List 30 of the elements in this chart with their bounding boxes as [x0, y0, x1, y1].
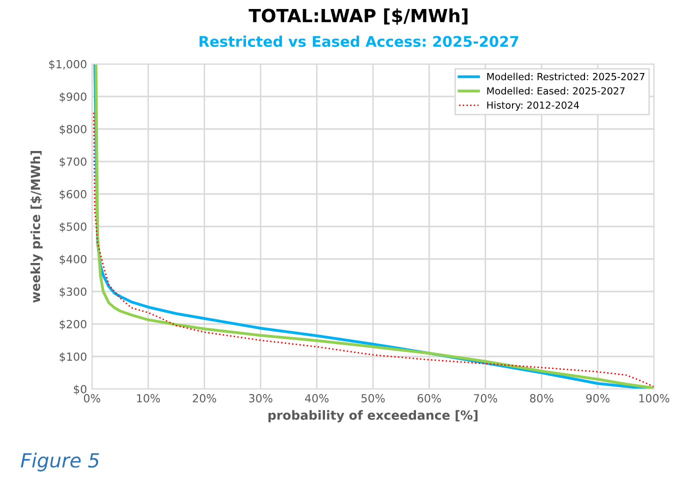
x-tick-label: 90%: [586, 394, 610, 402]
x-tick-label: 10%: [137, 394, 160, 402]
y-tick-label: $500: [60, 222, 86, 232]
x-axis-title: probability of exceedance [%]: [268, 410, 478, 422]
y-tick-label: $0: [74, 384, 86, 395]
x-tick-label: 70%: [474, 394, 498, 402]
caption: Figure 5: [20, 452, 99, 472]
y-tick-label: $800: [60, 124, 86, 135]
x-tick-label: 80%: [530, 394, 554, 402]
y-tick-label: $400: [60, 254, 86, 265]
x-tick-label: 50%: [362, 394, 385, 402]
x-tick-label: 60%: [418, 394, 441, 402]
chart-subtitle: Restricted vs Eased Access: 2025-2027: [200, 36, 518, 47]
y-tick-label: $600: [60, 190, 86, 200]
chart-title: TOTAL:LWAP [$/MWh]: [248, 8, 468, 25]
x-tick-label: 20%: [192, 394, 216, 402]
y-tick-label: $300: [60, 287, 86, 298]
y-tick-label: $100: [60, 352, 86, 362]
x-tick-label: 30%: [249, 394, 272, 402]
y-axis-title: weekly price [$/MWh]: [30, 151, 43, 303]
y-tick-label: $1,000: [49, 60, 86, 70]
y-tick-label: $200: [60, 320, 86, 330]
legend-label: History: 2012-2024: [487, 101, 579, 111]
y-tick-label: $900: [60, 92, 86, 102]
legend-label: Modelled: Restricted: 2025-2027: [487, 72, 644, 80]
legend-label: Modelled: Eased: 2025-2027: [487, 87, 625, 95]
x-tick-label: 40%: [304, 394, 329, 402]
x-tick-label: 100%: [639, 394, 670, 402]
y-tick-label: $700: [60, 157, 86, 168]
x-tick-label: 0%: [84, 394, 100, 402]
